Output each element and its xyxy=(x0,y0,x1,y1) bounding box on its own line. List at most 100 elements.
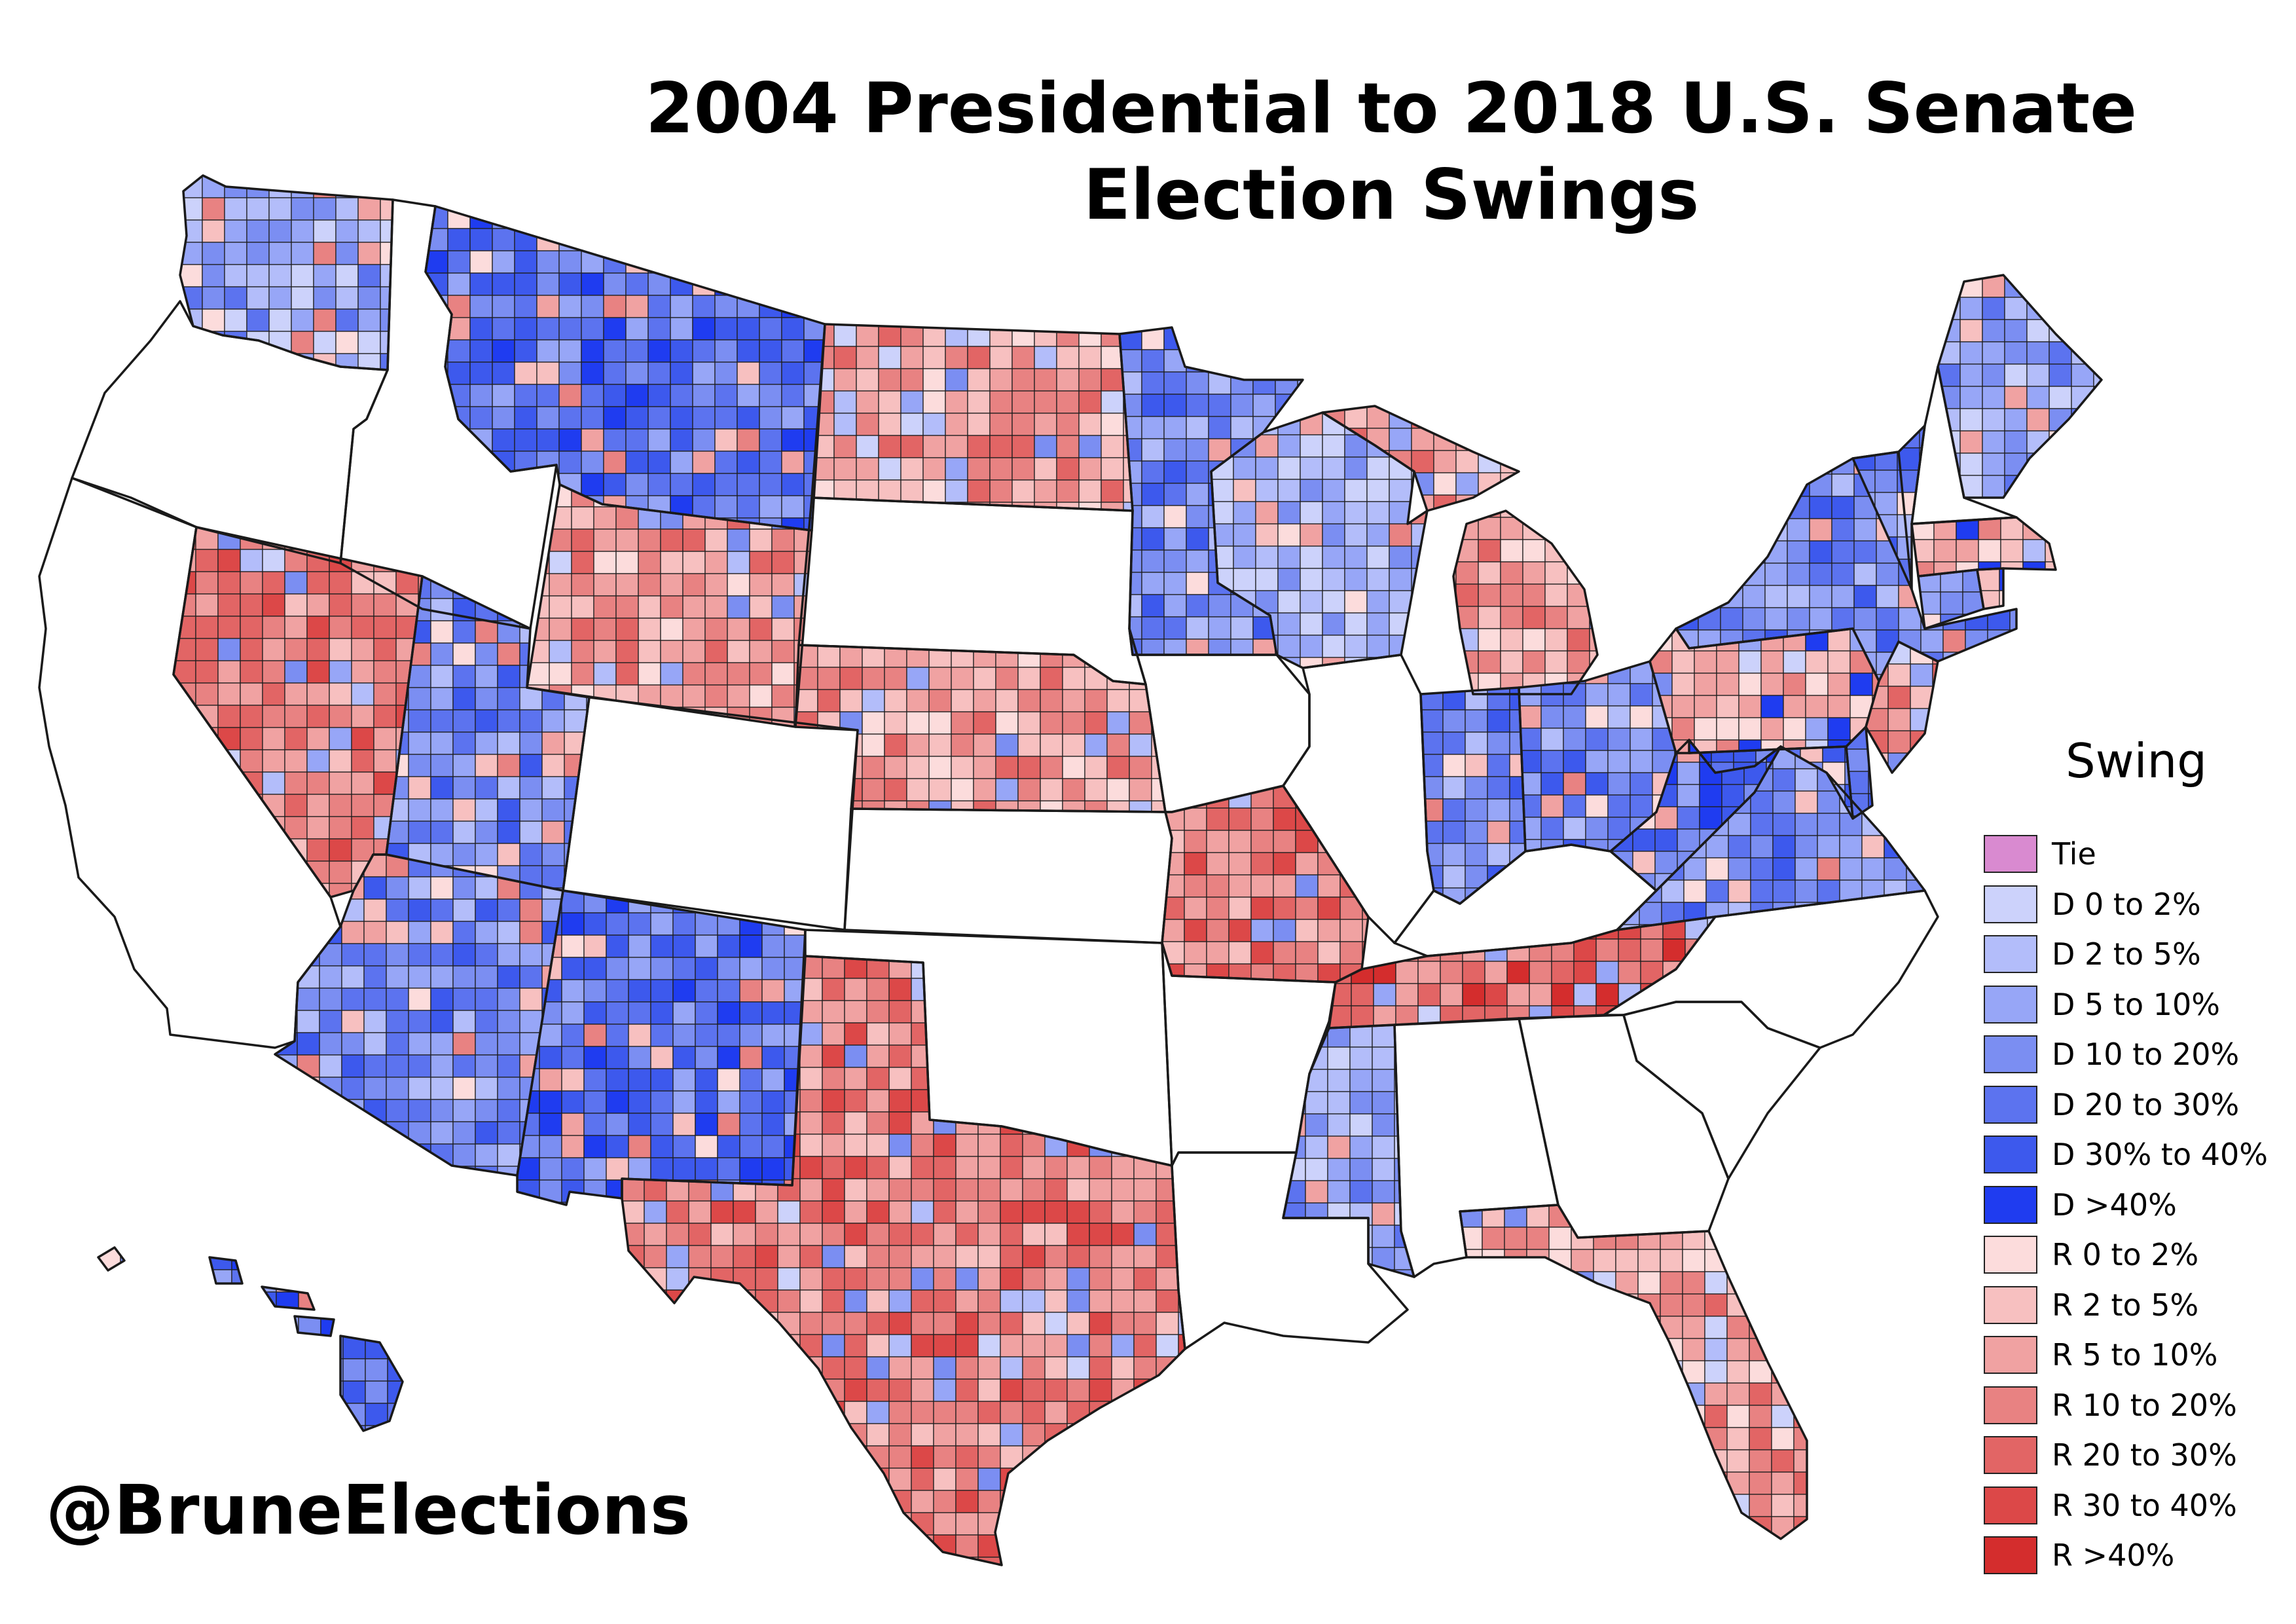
county xyxy=(781,473,805,496)
county xyxy=(737,406,760,430)
county xyxy=(452,642,476,666)
county xyxy=(408,965,431,989)
county xyxy=(430,965,454,989)
county xyxy=(475,1143,498,1167)
county xyxy=(606,957,629,980)
county xyxy=(1084,733,1108,757)
county xyxy=(1034,368,1057,392)
county xyxy=(253,1425,277,1431)
county xyxy=(622,1557,645,1565)
county xyxy=(469,339,493,363)
county xyxy=(430,798,454,822)
county xyxy=(1163,505,1187,528)
county xyxy=(710,1490,734,1513)
county xyxy=(583,1024,607,1047)
county xyxy=(275,1121,298,1145)
county xyxy=(1208,327,1231,350)
county xyxy=(1228,874,1252,898)
county xyxy=(541,776,565,800)
county xyxy=(1959,408,1983,432)
county xyxy=(1482,1516,1505,1539)
county xyxy=(688,1289,712,1313)
county xyxy=(888,1111,912,1135)
county xyxy=(1460,1382,1483,1406)
county xyxy=(688,1245,712,1268)
county xyxy=(561,1135,585,1158)
state-outline-nj xyxy=(1865,640,1939,774)
county xyxy=(733,1557,756,1565)
county xyxy=(737,361,760,385)
county xyxy=(1228,941,1252,965)
county xyxy=(246,286,270,310)
county xyxy=(408,898,431,922)
county xyxy=(1772,813,1796,836)
county xyxy=(799,1490,823,1513)
county xyxy=(1839,857,1863,881)
county xyxy=(430,665,454,688)
county xyxy=(1637,1382,1661,1406)
county xyxy=(497,754,520,777)
county xyxy=(373,593,397,617)
county xyxy=(1660,1271,1683,1295)
county xyxy=(733,1312,756,1335)
county xyxy=(777,1267,801,1291)
county xyxy=(799,1111,823,1135)
county xyxy=(583,934,607,958)
county xyxy=(341,921,365,944)
county xyxy=(262,549,285,572)
county xyxy=(1593,1471,1616,1495)
county xyxy=(561,979,585,1003)
county xyxy=(955,1423,979,1447)
county xyxy=(1887,663,1911,687)
county xyxy=(866,1022,890,1046)
county xyxy=(224,286,247,310)
county xyxy=(1228,852,1252,876)
legend-swatch xyxy=(1984,1085,2037,1124)
county xyxy=(1101,457,1124,481)
county xyxy=(1764,496,1788,519)
county xyxy=(2093,386,2102,409)
county xyxy=(1460,1293,1483,1317)
county xyxy=(628,979,651,1003)
county xyxy=(1771,1494,1795,1517)
county xyxy=(209,1291,232,1315)
county xyxy=(1111,1490,1135,1513)
legend-item: R 10 to 20% xyxy=(1984,1380,2291,1431)
county xyxy=(1593,1360,1616,1384)
county xyxy=(911,1312,934,1335)
county xyxy=(933,1134,957,1157)
county xyxy=(695,1046,718,1069)
county xyxy=(1011,457,1035,481)
county xyxy=(492,428,515,452)
county xyxy=(977,1467,1001,1491)
county xyxy=(1548,1316,1572,1339)
county xyxy=(1749,1271,1772,1295)
county xyxy=(1720,563,1743,586)
county xyxy=(1831,563,1855,586)
county xyxy=(955,1378,979,1402)
county xyxy=(1615,1338,1639,1361)
county xyxy=(514,406,538,430)
county xyxy=(452,821,476,844)
county xyxy=(1178,1557,1185,1565)
county xyxy=(306,771,330,795)
county xyxy=(739,1135,763,1158)
legend-label: D 5 to 10% xyxy=(2052,986,2220,1022)
county xyxy=(583,1001,607,1025)
county xyxy=(1742,452,1766,475)
county xyxy=(1163,572,1187,595)
county xyxy=(1040,800,1063,812)
county xyxy=(1022,1334,1046,1357)
county xyxy=(1250,830,1274,853)
county xyxy=(1544,450,1568,473)
county xyxy=(822,1467,845,1491)
county xyxy=(761,979,785,1003)
county xyxy=(822,1111,845,1135)
county xyxy=(1529,961,1552,984)
county xyxy=(906,689,930,712)
county xyxy=(799,1312,823,1335)
county xyxy=(628,1024,651,1047)
county xyxy=(1978,517,2001,540)
legend-label: R 0 to 2% xyxy=(2052,1237,2199,1273)
county xyxy=(799,1134,823,1157)
